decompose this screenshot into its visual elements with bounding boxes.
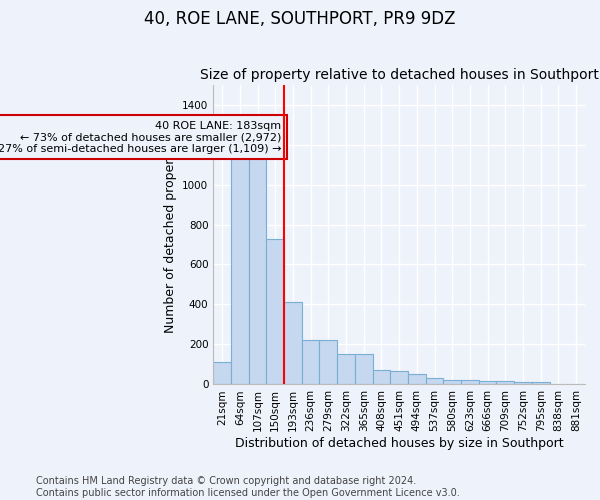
Bar bbox=[461, 380, 479, 384]
Y-axis label: Number of detached properties: Number of detached properties bbox=[164, 136, 176, 333]
Bar bbox=[231, 154, 248, 384]
Bar bbox=[425, 378, 443, 384]
Title: Size of property relative to detached houses in Southport: Size of property relative to detached ho… bbox=[200, 68, 599, 82]
Bar bbox=[443, 380, 461, 384]
Bar bbox=[373, 370, 390, 384]
Bar bbox=[213, 362, 231, 384]
Text: 40, ROE LANE, SOUTHPORT, PR9 9DZ: 40, ROE LANE, SOUTHPORT, PR9 9DZ bbox=[144, 10, 456, 28]
Bar bbox=[266, 238, 284, 384]
Bar bbox=[532, 382, 550, 384]
Bar bbox=[408, 374, 425, 384]
Text: Contains HM Land Registry data © Crown copyright and database right 2024.
Contai: Contains HM Land Registry data © Crown c… bbox=[36, 476, 460, 498]
Bar bbox=[319, 340, 337, 384]
Bar bbox=[390, 372, 408, 384]
Bar bbox=[284, 302, 302, 384]
Bar bbox=[302, 340, 319, 384]
Bar bbox=[514, 382, 532, 384]
Bar bbox=[479, 382, 496, 384]
Bar bbox=[496, 382, 514, 384]
Bar bbox=[248, 154, 266, 384]
Bar bbox=[337, 354, 355, 384]
Bar bbox=[355, 354, 373, 384]
Text: 40 ROE LANE: 183sqm
← 73% of detached houses are smaller (2,972)
27% of semi-det: 40 ROE LANE: 183sqm ← 73% of detached ho… bbox=[0, 120, 281, 154]
X-axis label: Distribution of detached houses by size in Southport: Distribution of detached houses by size … bbox=[235, 437, 563, 450]
